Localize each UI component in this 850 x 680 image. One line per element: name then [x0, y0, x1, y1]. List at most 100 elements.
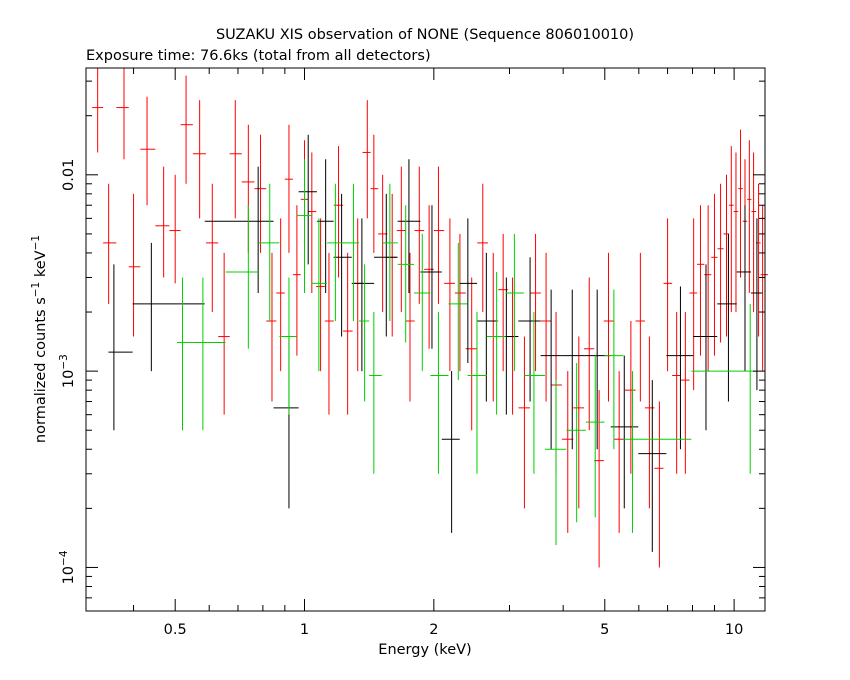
data-point [397, 205, 414, 343]
series-2 [177, 159, 756, 546]
data-point [374, 193, 398, 337]
y-axis-label: normalized counts s−1 keV−1 [30, 235, 49, 443]
data-point [298, 134, 317, 265]
data-point [689, 218, 698, 391]
series-1 [108, 134, 763, 552]
data-point [507, 277, 519, 415]
x-axis-label: Energy (keV) [378, 642, 471, 658]
data-point [229, 100, 242, 219]
y-tick-label: 10−3 [58, 354, 77, 388]
y-axis-label-sup2: −1 [30, 235, 42, 250]
data-point [103, 183, 117, 304]
data-point [362, 100, 371, 219]
data-marks [92, 68, 769, 568]
data-point [308, 152, 317, 294]
data-point [477, 252, 497, 402]
data-point [430, 312, 449, 474]
data-point [486, 271, 506, 415]
data-point [444, 218, 455, 372]
data-point [738, 129, 743, 278]
y-axis-label-mid: keV [33, 250, 49, 281]
data-point [433, 166, 445, 304]
data-point [625, 321, 636, 474]
data-point [369, 312, 382, 474]
data-point [311, 218, 328, 372]
data-point [681, 312, 690, 474]
data-point [344, 183, 360, 322]
data-point [259, 183, 280, 322]
data-point [92, 68, 104, 153]
data-point [691, 303, 756, 474]
data-point [132, 242, 205, 372]
data-point [359, 264, 370, 402]
data-point [540, 252, 552, 402]
data-point [594, 390, 604, 568]
data-point [747, 140, 752, 294]
data-point [733, 152, 739, 313]
data-point [218, 252, 230, 415]
data-point [351, 218, 375, 372]
axes: 0.5 1 2 5 10 10−4 10−3 0.01 [58, 68, 765, 638]
data-point [420, 205, 442, 349]
data-point [603, 252, 614, 402]
data-point [693, 264, 718, 431]
x-tick-label: 10 [725, 622, 743, 638]
chart-title: SUZAKU XIS observation of NONE (Sequence… [216, 27, 634, 43]
data-point [644, 336, 655, 509]
data-point [381, 183, 398, 322]
data-point [638, 380, 667, 552]
data-point [573, 336, 585, 509]
data-point [760, 205, 769, 372]
data-point [370, 134, 379, 253]
data-point [396, 166, 406, 313]
x-tick-label: 5 [600, 622, 609, 638]
data-point [413, 233, 431, 372]
data-point [266, 252, 277, 402]
data-point [584, 277, 595, 431]
data-point [454, 233, 466, 372]
data-point [352, 218, 363, 372]
data-point [414, 166, 425, 304]
data-point [529, 233, 541, 372]
data-point [169, 174, 181, 284]
data-point [524, 312, 545, 474]
x-tick-label: 0.5 [164, 622, 187, 638]
data-point [459, 218, 478, 364]
data-point [441, 371, 460, 533]
data-point [654, 401, 664, 568]
data-point [108, 264, 133, 431]
data-point [663, 218, 673, 372]
data-point [751, 152, 757, 313]
data-point [279, 277, 297, 415]
y-tick-label: 10−4 [58, 550, 77, 584]
y-axis-label-sup1: −1 [30, 282, 42, 297]
data-point [711, 193, 718, 356]
data-point [116, 68, 129, 160]
data-point [518, 257, 541, 402]
data-point [750, 218, 763, 391]
data-point [736, 205, 751, 372]
data-point [327, 183, 345, 322]
data-point [192, 100, 206, 219]
data-point [623, 371, 692, 533]
data-point [324, 252, 334, 415]
data-point [584, 289, 611, 450]
y-axis-label-main: normalized counts s [33, 297, 49, 443]
data-point [292, 205, 301, 356]
data-point [128, 193, 141, 337]
data-point [666, 286, 694, 450]
data-point [397, 159, 421, 294]
data-point [180, 75, 193, 184]
y-tick-label: 0.01 [61, 159, 77, 191]
data-point [697, 205, 705, 356]
plot-frame [85, 67, 766, 612]
data-point [405, 252, 415, 402]
data-point [316, 159, 334, 294]
data-point [225, 205, 260, 349]
data-point [717, 233, 737, 402]
data-point [496, 277, 519, 415]
data-point [544, 380, 567, 546]
data-point [477, 183, 489, 313]
data-point [192, 277, 226, 431]
data-point [467, 312, 487, 474]
